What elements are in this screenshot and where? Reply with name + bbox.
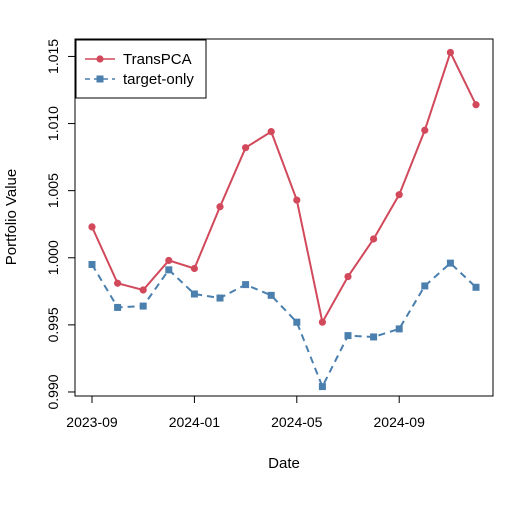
data-point (165, 266, 173, 274)
y-tick-label: 1.005 (45, 173, 61, 208)
x-tick-label: 2024-09 (374, 414, 426, 430)
data-point (370, 235, 378, 243)
x-tick-label: 2023-09 (66, 414, 118, 430)
y-tick-label: 1.000 (45, 240, 61, 275)
legend-label: TransPCA (123, 51, 192, 68)
data-point (446, 48, 454, 57)
legend-item: TransPCA (85, 51, 192, 68)
data-point (242, 281, 250, 289)
data-point (88, 260, 96, 268)
data-point (318, 383, 326, 391)
data-point (293, 196, 301, 204)
data-point (344, 272, 352, 281)
data-point (88, 223, 96, 231)
legend-item: target-only (85, 71, 194, 88)
data-point (114, 303, 122, 311)
legend-marker (96, 75, 104, 83)
x-axis: 2023-09 2024-01 2024-05 2024-09 (66, 395, 426, 430)
data-point (139, 302, 147, 310)
series-layer (88, 48, 480, 391)
data-point (165, 256, 173, 265)
data-point (267, 291, 275, 299)
data-point (472, 283, 480, 291)
legend-label: target-only (123, 71, 194, 88)
data-point (216, 203, 224, 211)
data-point (395, 191, 403, 199)
data-point (190, 264, 198, 273)
data-point (139, 286, 147, 294)
data-point (446, 259, 454, 267)
y-tick-label: 1.010 (45, 106, 61, 141)
data-point (242, 144, 250, 152)
legend-box (75, 39, 207, 99)
y-axis: 0.990 0.995 1.000 1.005 1.010 1.015 (45, 39, 76, 409)
data-point (421, 282, 429, 290)
data-point (472, 101, 480, 109)
y-axis-title: Portfolio Value (3, 169, 20, 265)
data-point (190, 290, 198, 298)
legend: TransPCA target-only (75, 39, 207, 99)
series-transpca (88, 48, 480, 326)
y-tick-label: 1.015 (45, 39, 61, 74)
data-point (216, 294, 224, 302)
data-point (267, 128, 275, 136)
series-target-only (88, 259, 480, 391)
data-point (293, 318, 301, 326)
data-point (370, 333, 378, 341)
x-axis-title: Date (268, 455, 300, 472)
data-point (421, 126, 429, 134)
data-point (344, 332, 352, 340)
series-line (91, 261, 477, 390)
series-line (91, 49, 477, 325)
data-point (114, 279, 122, 287)
legend-marker (96, 55, 104, 63)
y-tick-label: 0.995 (45, 307, 61, 342)
data-point (395, 325, 403, 333)
y-tick-label: 0.990 (45, 374, 61, 409)
x-tick-label: 2024-01 (169, 414, 221, 430)
data-point (318, 318, 326, 326)
x-tick-label: 2024-05 (271, 414, 323, 430)
